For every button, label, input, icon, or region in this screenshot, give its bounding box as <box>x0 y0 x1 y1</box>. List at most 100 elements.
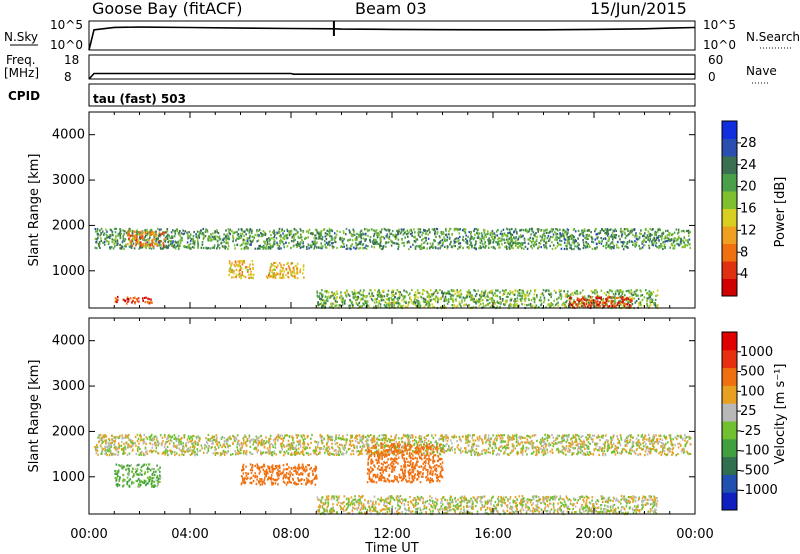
data-cell <box>144 446 147 449</box>
data-cell <box>471 437 474 440</box>
data-cell <box>548 442 550 445</box>
data-cell <box>215 443 218 446</box>
data-cell <box>94 246 97 249</box>
data-cell <box>439 446 442 449</box>
data-cell <box>361 243 364 246</box>
data-cell <box>583 443 585 446</box>
data-cell <box>240 274 242 277</box>
data-cell <box>447 298 450 301</box>
data-cell <box>362 302 364 305</box>
data-cell <box>356 441 359 444</box>
data-cell <box>563 290 565 293</box>
data-cell <box>573 240 576 243</box>
data-cell <box>440 434 442 437</box>
data-cell <box>398 297 401 300</box>
data-cell <box>495 289 497 292</box>
data-cell <box>624 294 626 297</box>
data-cell <box>333 238 336 241</box>
data-cell <box>428 293 431 296</box>
data-cell <box>189 246 191 249</box>
data-cell <box>290 452 293 455</box>
data-cell <box>464 297 466 300</box>
data-cell <box>487 232 489 235</box>
data-cell <box>646 438 648 441</box>
data-cell <box>425 449 427 452</box>
data-cell <box>270 263 273 266</box>
data-cell <box>235 263 238 266</box>
data-cell <box>379 303 382 306</box>
data-cell <box>226 237 228 240</box>
data-cell <box>574 433 577 436</box>
data-cell <box>142 231 144 234</box>
data-cell <box>361 447 363 450</box>
data-cell <box>615 233 618 237</box>
data-cell <box>238 439 240 442</box>
data-cell <box>654 303 657 307</box>
data-cell <box>331 292 334 296</box>
cpid-value: tau (fast) 503 <box>93 92 186 106</box>
data-cell <box>548 292 550 296</box>
data-cell <box>453 304 456 307</box>
data-cell <box>174 232 177 235</box>
data-cell <box>582 229 584 232</box>
data-cell <box>494 292 496 295</box>
data-cell <box>297 244 300 247</box>
data-cell <box>299 227 302 231</box>
data-cell <box>689 246 692 249</box>
data-cell <box>624 245 626 248</box>
data-cell <box>666 236 668 239</box>
data-cell <box>329 229 331 232</box>
data-cell <box>334 240 336 244</box>
data-cell <box>557 237 560 240</box>
data-cell <box>145 244 148 247</box>
data-cell <box>290 246 292 250</box>
data-cell <box>643 440 646 443</box>
data-cell <box>429 231 431 234</box>
data-cell <box>627 289 629 292</box>
data-cell <box>595 289 597 292</box>
data-cell <box>386 293 388 296</box>
data-cell <box>130 234 133 237</box>
data-cell <box>225 229 227 232</box>
data-cell <box>616 289 619 292</box>
data-cell <box>319 450 321 454</box>
data-cell <box>270 237 272 240</box>
data-cell <box>182 245 185 248</box>
data-cell <box>373 233 376 236</box>
data-cell <box>164 240 167 243</box>
data-cell <box>432 242 434 245</box>
data-cell <box>115 298 118 301</box>
data-cell <box>610 439 613 443</box>
data-cell <box>420 296 423 299</box>
data-cell <box>502 298 504 301</box>
data-cell <box>329 235 331 238</box>
data-cell <box>499 291 501 294</box>
data-cell <box>239 232 242 235</box>
data-cell <box>247 241 249 244</box>
data-cell <box>631 299 633 302</box>
data-cell <box>196 230 199 233</box>
data-cell <box>591 303 593 306</box>
data-cell <box>610 442 612 445</box>
data-cell <box>560 233 562 236</box>
data-cell <box>611 241 614 244</box>
data-cell <box>489 239 491 242</box>
data-cell <box>615 297 618 300</box>
data-cell <box>580 439 582 443</box>
data-cell <box>682 229 685 233</box>
data-cell <box>346 289 348 292</box>
data-cell <box>565 294 567 297</box>
data-cell <box>531 241 533 244</box>
data-cell <box>254 247 257 250</box>
data-cell <box>653 301 655 305</box>
data-cell <box>348 294 351 297</box>
data-cell <box>358 305 361 308</box>
data-cell <box>436 291 439 294</box>
data-cell <box>543 244 545 247</box>
data-cell <box>474 289 477 292</box>
data-cell <box>426 291 429 294</box>
data-cell <box>186 246 189 249</box>
data-cell <box>569 235 572 238</box>
data-cell <box>479 241 482 244</box>
data-cell <box>582 306 585 309</box>
